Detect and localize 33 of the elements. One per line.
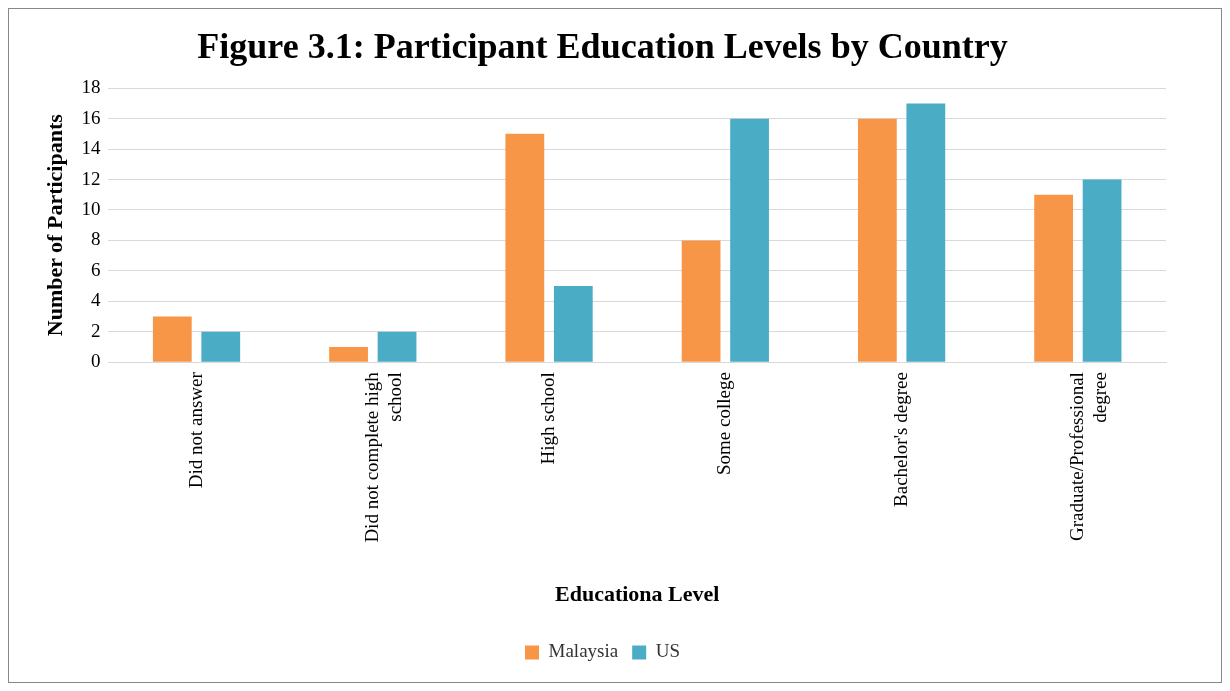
x-tick-label: High school	[537, 372, 559, 465]
y-tick-label: 10	[81, 197, 101, 219]
legend-label: US	[655, 640, 680, 662]
bar	[152, 316, 192, 362]
bar	[730, 118, 769, 362]
legend-label: Malaysia	[548, 640, 619, 662]
y-tick-label: 0	[90, 350, 101, 372]
y-tick-label: 12	[81, 167, 101, 189]
chart-title: Figure 3.1: Participant Education Levels by Country	[197, 25, 1008, 66]
bar	[553, 286, 593, 362]
x-tick-label: Bachelor's degree	[889, 372, 911, 507]
bar	[1034, 194, 1074, 362]
y-tick-label: 8	[90, 228, 101, 250]
y-axis-title: Number of Participants	[41, 113, 67, 337]
y-tick-label: 16	[81, 106, 101, 128]
bar	[377, 331, 417, 362]
x-axis-title: Educationa Level	[555, 581, 720, 607]
x-tick-label: Did not answer	[184, 371, 206, 489]
y-tick-label: 14	[81, 137, 101, 159]
y-tick-label: 6	[90, 258, 101, 280]
bar	[681, 240, 721, 362]
y-tick-label: 2	[90, 319, 101, 341]
bar	[1082, 179, 1122, 362]
bar	[329, 346, 368, 362]
y-tick-label: 4	[90, 289, 101, 311]
x-tick-label: Graduate/Professional degree	[1065, 372, 1110, 541]
bar	[906, 103, 946, 362]
y-tick-label: 18	[81, 76, 101, 98]
x-tick-label: Some college	[713, 372, 735, 476]
bar	[201, 331, 241, 362]
x-tick-label: Did not complete high school	[360, 371, 405, 543]
bar	[857, 118, 897, 362]
bar	[505, 133, 545, 362]
